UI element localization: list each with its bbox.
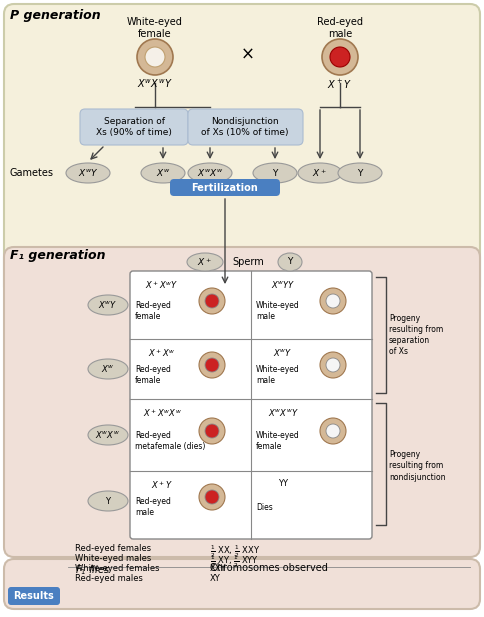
Text: $X^+Y$: $X^+Y$ [328, 78, 352, 91]
Text: $X^+$: $X^+$ [197, 256, 212, 268]
Text: White-eyed
male: White-eyed male [256, 301, 300, 321]
Text: $X^w$: $X^w$ [101, 363, 115, 375]
Ellipse shape [338, 163, 382, 183]
Text: $\frac{1}{2}$ XX, $\frac{1}{2}$ XXY: $\frac{1}{2}$ XX, $\frac{1}{2}$ XXY [210, 544, 260, 560]
Text: $X^wX^wY$: $X^wX^wY$ [268, 407, 299, 418]
Circle shape [199, 352, 225, 378]
FancyBboxPatch shape [170, 179, 280, 196]
Ellipse shape [88, 491, 128, 511]
Circle shape [145, 47, 165, 67]
Ellipse shape [187, 253, 223, 271]
Ellipse shape [66, 163, 110, 183]
Text: White-eyed
female: White-eyed female [127, 17, 183, 39]
Text: Dies: Dies [256, 502, 273, 511]
Circle shape [205, 358, 219, 372]
Text: Red-eyed females: Red-eyed females [75, 544, 151, 553]
Text: $X^+X^w$: $X^+X^w$ [148, 347, 176, 358]
Text: White-eyed males: White-eyed males [75, 554, 151, 563]
Circle shape [205, 424, 219, 438]
Text: $X^wY$: $X^wY$ [273, 347, 293, 358]
Text: $X^+X^wX^w$: $X^+X^wX^w$ [142, 407, 182, 419]
Text: Y: Y [272, 168, 278, 178]
Text: Separation of
Xs (90% of time): Separation of Xs (90% of time) [96, 117, 172, 137]
Text: Progeny
resulting from
nondisjunction: Progeny resulting from nondisjunction [389, 450, 445, 482]
Circle shape [199, 484, 225, 510]
Text: XY: XY [210, 574, 221, 583]
Ellipse shape [88, 359, 128, 379]
Circle shape [137, 39, 173, 75]
Text: White-eyed females: White-eyed females [75, 564, 160, 573]
Text: Red-eyed
female: Red-eyed female [135, 365, 171, 385]
Ellipse shape [253, 163, 297, 183]
Ellipse shape [298, 163, 342, 183]
Text: $F_1$ flies: $F_1$ flies [75, 563, 110, 577]
Ellipse shape [278, 253, 302, 271]
Text: XXY: XXY [210, 564, 227, 573]
Text: F₁ generation: F₁ generation [10, 249, 106, 262]
Circle shape [326, 358, 340, 372]
Text: White-eyed
female: White-eyed female [256, 431, 300, 451]
Ellipse shape [188, 163, 232, 183]
Circle shape [199, 288, 225, 314]
Circle shape [326, 424, 340, 438]
FancyBboxPatch shape [8, 587, 60, 605]
Ellipse shape [88, 425, 128, 445]
Circle shape [326, 294, 340, 308]
Text: Red-eyed
metafemale (dies): Red-eyed metafemale (dies) [135, 431, 205, 451]
FancyBboxPatch shape [80, 109, 188, 145]
Text: $X^+X^wY$: $X^+X^wY$ [145, 279, 179, 291]
Text: Red-eyed
female: Red-eyed female [135, 301, 171, 321]
Text: $X^w$: $X^w$ [156, 167, 170, 178]
FancyBboxPatch shape [130, 271, 372, 539]
FancyBboxPatch shape [188, 109, 303, 145]
Ellipse shape [141, 163, 185, 183]
Text: Red-eyed
male: Red-eyed male [317, 17, 363, 39]
Circle shape [205, 490, 219, 504]
Text: $X^wYY$: $X^wYY$ [271, 279, 295, 290]
Text: Y: Y [287, 257, 293, 267]
Text: $X^wX^w$: $X^wX^w$ [95, 429, 121, 441]
Text: Fertilization: Fertilization [192, 183, 258, 193]
FancyBboxPatch shape [4, 4, 480, 297]
Text: Gametes: Gametes [10, 168, 54, 178]
FancyBboxPatch shape [4, 559, 480, 609]
Text: Y: Y [106, 497, 110, 505]
Text: $X^wX^wY$: $X^wX^wY$ [137, 78, 173, 91]
Circle shape [320, 418, 346, 444]
FancyBboxPatch shape [4, 247, 480, 557]
Circle shape [330, 47, 350, 67]
Text: $X^+$: $X^+$ [313, 167, 328, 179]
Text: Red-eyed
male: Red-eyed male [135, 497, 171, 517]
Circle shape [320, 352, 346, 378]
Text: Progeny
resulting from
separation
of Xs: Progeny resulting from separation of Xs [389, 314, 443, 356]
Text: White-eyed
male: White-eyed male [256, 365, 300, 385]
Text: Nondisjunction
of Xs (10% of time): Nondisjunction of Xs (10% of time) [201, 117, 289, 137]
Circle shape [205, 294, 219, 308]
Text: $X^wX^w$: $X^wX^w$ [197, 167, 223, 178]
Text: ×: × [241, 46, 255, 64]
Text: $X^wY$: $X^wY$ [98, 299, 118, 310]
Text: YY: YY [278, 479, 288, 488]
Text: Chromosomes observed: Chromosomes observed [210, 563, 328, 573]
Circle shape [199, 418, 225, 444]
Text: $X^+Y$: $X^+Y$ [151, 479, 173, 491]
Text: Sperm: Sperm [232, 257, 264, 267]
Text: Red-eyed males: Red-eyed males [75, 574, 143, 583]
Circle shape [322, 39, 358, 75]
Circle shape [320, 288, 346, 314]
Text: $X^wY$: $X^wY$ [77, 167, 98, 178]
Ellipse shape [88, 295, 128, 315]
Text: Y: Y [357, 168, 363, 178]
Text: $\frac{1}{2}$ XY, $\frac{1}{2}$ XYY: $\frac{1}{2}$ XY, $\frac{1}{2}$ XYY [210, 554, 259, 570]
Text: Results: Results [14, 591, 54, 601]
Text: P generation: P generation [10, 9, 101, 22]
